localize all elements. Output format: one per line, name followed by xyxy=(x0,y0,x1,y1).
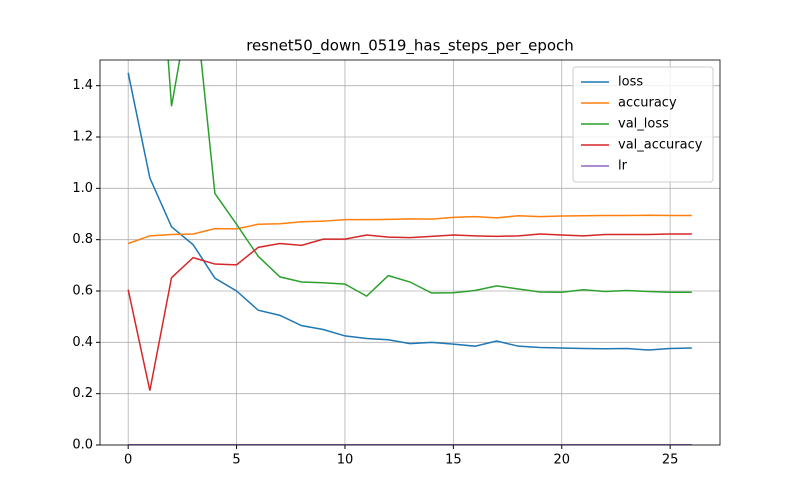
y-tick-label: 0.6 xyxy=(72,284,93,299)
series-line xyxy=(167,60,692,298)
legend-label: lr xyxy=(618,159,628,174)
y-tick-label: 0.4 xyxy=(72,335,93,350)
x-tick-label: 5 xyxy=(232,453,240,468)
chart-title: resnet50_down_0519_has_steps_per_epoch xyxy=(246,37,574,56)
y-tick-label: 0.8 xyxy=(72,232,93,247)
legend-label: val_loss xyxy=(618,117,669,132)
y-tick-label: 1.2 xyxy=(72,130,93,145)
y-tick-label: 0.0 xyxy=(72,438,93,453)
legend-label: loss xyxy=(618,75,643,90)
x-tick-label: 15 xyxy=(445,453,462,468)
x-tick-label: 0 xyxy=(124,453,132,468)
plot-frame xyxy=(99,59,721,446)
legend-label: val_accuracy xyxy=(618,138,703,153)
plot-area xyxy=(127,60,692,445)
series-line xyxy=(127,214,692,245)
y-tick-label: 0.2 xyxy=(72,386,93,401)
legend-label: accuracy xyxy=(618,96,677,111)
legend-box xyxy=(572,66,714,183)
x-tick-label: 10 xyxy=(337,453,354,468)
x-tick-label: 20 xyxy=(553,453,570,468)
series-line xyxy=(127,233,692,391)
y-tick-label: 1.4 xyxy=(72,78,93,93)
x-tick-label: 25 xyxy=(662,453,679,468)
series-line xyxy=(127,72,692,351)
y-tick-label: 1.0 xyxy=(72,181,93,196)
